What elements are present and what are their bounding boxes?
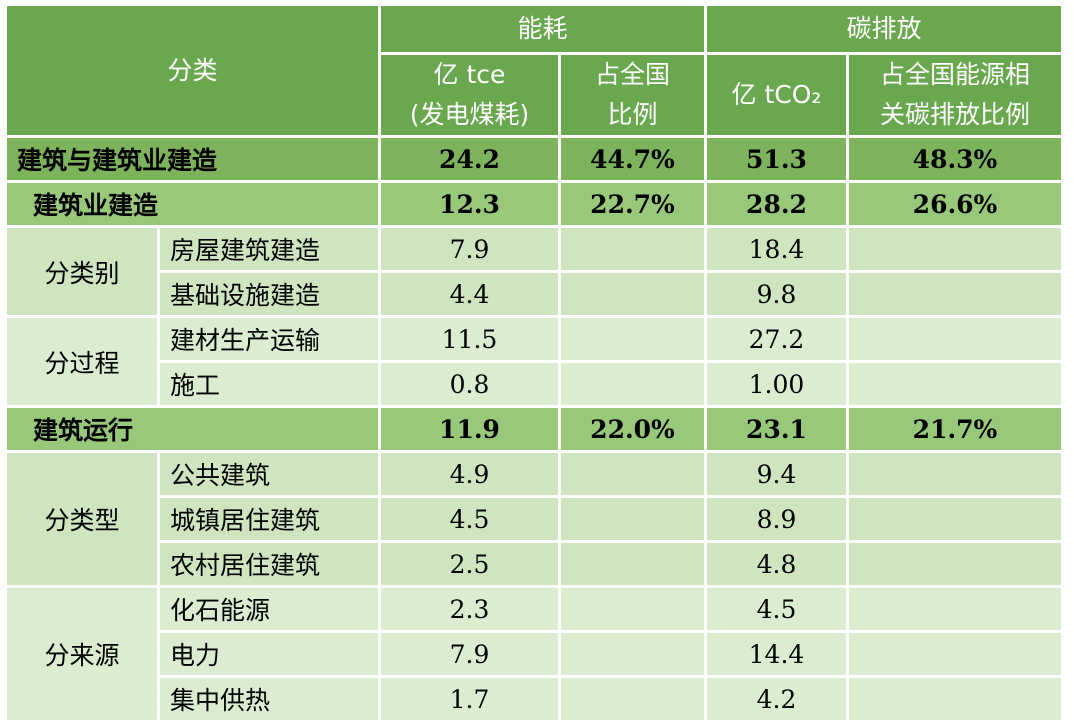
energy-value: 11.9 — [439, 414, 500, 444]
row-label: 房屋建筑建造 — [170, 236, 321, 265]
header-carbon: 碳排放 — [707, 6, 1061, 52]
table-row: 电力 7.9 14.4 — [7, 633, 1061, 675]
empty-cell — [849, 588, 1061, 630]
empty-cell — [561, 273, 704, 315]
energy-value: 4.9 — [449, 459, 490, 489]
row-label: 基础设施建造 — [170, 281, 321, 310]
row-label: 城镇居住建筑 — [170, 506, 321, 535]
row-label: 施工 — [170, 371, 221, 400]
header-energy-unit: 亿 tce (发电煤耗) — [381, 55, 558, 135]
row-label: 电力 — [170, 641, 221, 670]
table-row: 基础设施建造 4.4 9.8 — [7, 273, 1061, 315]
carbon-value: 51.3 — [746, 144, 807, 174]
empty-cell — [849, 543, 1061, 585]
row-label: 建筑业建造 — [33, 191, 159, 220]
table-row: 施工 0.8 1.00 — [7, 363, 1061, 405]
table-row-construction: 建筑业建造 12.3 22.7% 28.2 26.6% — [7, 183, 1061, 225]
empty-cell — [561, 363, 704, 405]
energy-share-value: 44.7% — [590, 144, 675, 174]
energy-carbon-table: 分类 能耗 碳排放 亿 tce (发电煤耗) 占全国 比例 亿 tCO₂ 占全国… — [4, 3, 1064, 723]
energy-value: 24.2 — [439, 144, 500, 174]
table-row: 分类型 公共建筑 4.9 9.4 — [7, 453, 1061, 535]
group-label: 分来源 — [44, 641, 120, 670]
energy-share-value: 22.7% — [590, 189, 675, 219]
energy-value: 2.5 — [449, 549, 490, 579]
energy-value: 7.9 — [449, 639, 490, 669]
carbon-value: 9.4 — [756, 459, 797, 489]
energy-value: 4.4 — [449, 279, 490, 309]
table-row: 城镇居住建筑 4.5 8.9 — [7, 498, 1061, 540]
row-label: 建材生产运输 — [170, 326, 321, 355]
row-label: 建筑与建筑业建造 — [17, 146, 218, 175]
table-row: 分类别 房屋建筑建造 7.9 18.4 — [7, 228, 1061, 288]
row-label: 公共建筑 — [170, 461, 271, 490]
carbon-value: 1.00 — [748, 369, 805, 399]
carbon-value: 28.2 — [746, 189, 807, 219]
table-row: 分过程 建材生产运输 11.5 27.2 — [7, 318, 1061, 378]
energy-share-value: 22.0% — [590, 414, 675, 444]
row-label: 化石能源 — [170, 596, 271, 625]
energy-value: 1.7 — [449, 684, 490, 714]
table-row: 集中供热 1.7 4.2 — [7, 678, 1061, 720]
energy-value: 4.5 — [449, 504, 490, 534]
carbon-value: 27.2 — [748, 324, 805, 354]
table-row: 农村居住建筑 2.5 4.8 — [7, 543, 1061, 585]
carbon-share-value: 48.3% — [912, 144, 998, 174]
empty-cell — [561, 543, 704, 585]
group-label: 分类别 — [44, 258, 120, 288]
energy-value: 0.8 — [449, 369, 490, 399]
header-energy-share: 占全国 比例 — [561, 55, 704, 135]
empty-cell — [561, 453, 704, 495]
empty-cell — [561, 588, 704, 630]
carbon-value: 4.5 — [756, 594, 797, 624]
table-row: 分来源 化石能源 2.3 4.5 — [7, 588, 1061, 670]
header-energy: 能耗 — [381, 6, 704, 52]
row-label: 建筑运行 — [33, 416, 134, 445]
group-label: 分类型 — [44, 506, 120, 535]
row-label: 农村居住建筑 — [170, 551, 321, 580]
row-label: 集中供热 — [170, 686, 271, 715]
carbon-share-value: 21.7% — [912, 414, 998, 444]
energy-value: 12.3 — [439, 189, 500, 219]
carbon-value: 4.8 — [756, 549, 797, 579]
table-row-total: 建筑与建筑业建造 24.2 44.7% 51.3 48.3% — [7, 138, 1061, 180]
energy-value: 7.9 — [449, 234, 490, 264]
carbon-value: 4.2 — [756, 684, 797, 714]
empty-cell — [561, 498, 704, 540]
empty-cell — [849, 318, 1061, 360]
table-row-operation: 建筑运行 11.9 22.0% 23.1 21.7% — [7, 408, 1061, 450]
empty-cell — [849, 498, 1061, 540]
empty-cell — [561, 318, 704, 360]
energy-value: 2.3 — [449, 594, 490, 624]
energy-value: 11.5 — [441, 324, 498, 354]
carbon-value: 18.4 — [748, 234, 805, 264]
empty-cell — [849, 273, 1061, 315]
header-category: 分类 — [7, 6, 378, 135]
carbon-value: 23.1 — [746, 414, 807, 444]
empty-cell — [849, 633, 1061, 675]
empty-cell — [561, 633, 704, 675]
empty-cell — [849, 363, 1061, 405]
carbon-share-value: 26.6% — [912, 189, 998, 219]
header-carbon-unit: 亿 tCO₂ — [707, 55, 846, 135]
carbon-value: 9.8 — [756, 279, 797, 309]
carbon-value: 14.4 — [748, 639, 805, 669]
header-carbon-share: 占全国能源相 关碳排放比例 — [849, 55, 1061, 135]
group-label: 分过程 — [44, 348, 120, 378]
empty-cell — [849, 228, 1061, 270]
carbon-value: 8.9 — [756, 504, 797, 534]
empty-cell — [849, 453, 1061, 495]
empty-cell — [561, 228, 704, 270]
